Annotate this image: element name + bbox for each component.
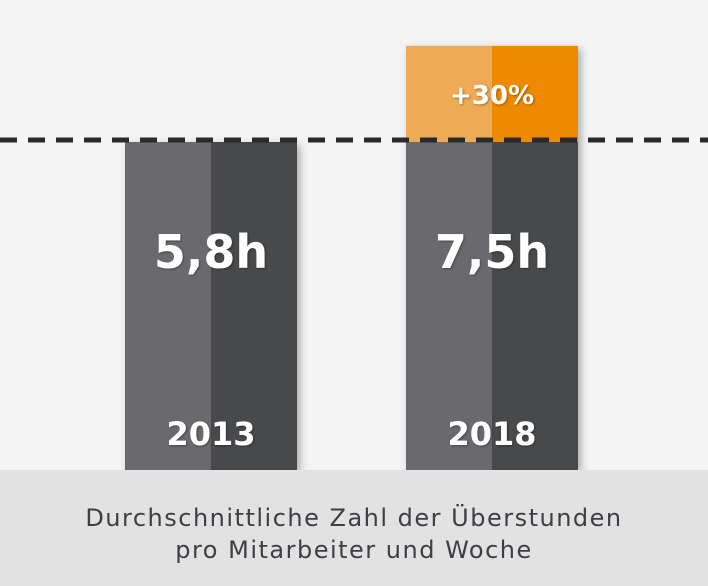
bar-segment-dark <box>211 142 297 470</box>
category-label: 2018 <box>447 415 536 453</box>
increase-segment-dark <box>492 45 578 142</box>
bar-2018 <box>406 45 578 470</box>
bar-segment-dark <box>492 142 578 470</box>
chart-title: Durchschnittliche Zahl der Überstunden p… <box>0 502 708 566</box>
bar-chart: 5,8h 2013 +30% 7,5h 2018 <box>0 45 708 470</box>
bar-segment-light <box>125 142 211 470</box>
value-label: 5,8h <box>154 225 268 279</box>
increase-segment-light <box>406 45 492 142</box>
title-line-1: Durchschnittliche Zahl der Überstunden <box>85 504 623 532</box>
category-label: 2013 <box>166 415 255 453</box>
bar-segment-light <box>406 142 492 470</box>
increase-label: +30% <box>450 81 534 111</box>
value-label: 7,5h <box>435 225 549 279</box>
title-line-2: pro Mitarbeiter und Woche <box>175 536 533 564</box>
title-band: Durchschnittliche Zahl der Überstunden p… <box>0 470 708 586</box>
bar-2013 <box>125 142 297 470</box>
